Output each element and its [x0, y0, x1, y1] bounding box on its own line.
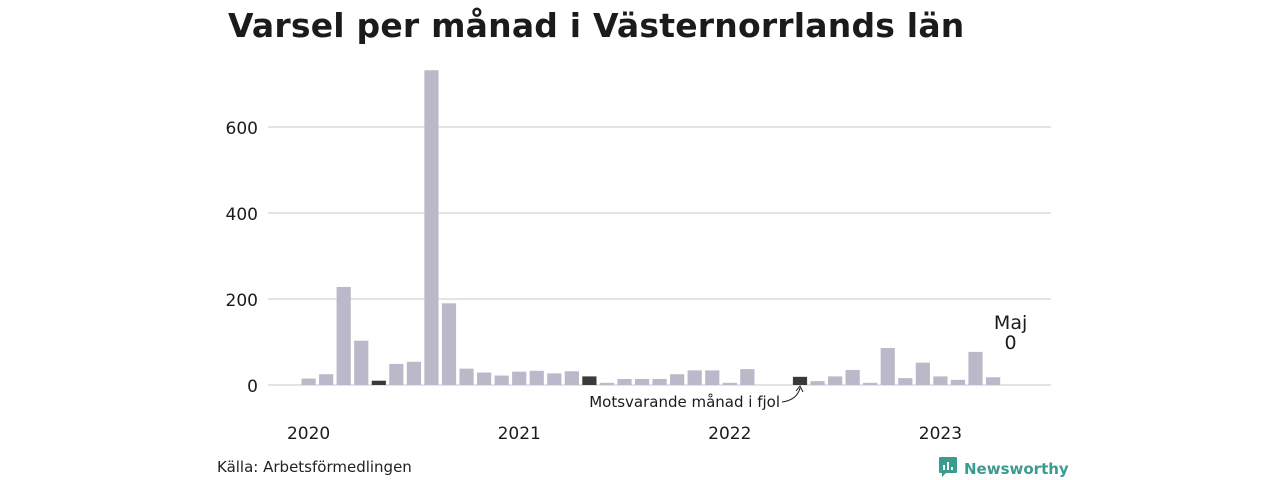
x-year-label-2021: 2021: [498, 424, 541, 444]
bar-39: [985, 377, 1001, 385]
bar-35: [915, 362, 930, 385]
bar-highlight-16: [582, 376, 597, 385]
bar-20: [652, 378, 667, 385]
bars-layer: [301, 70, 1001, 386]
bar-11: [494, 375, 509, 385]
bar-highlight-4: [371, 380, 386, 385]
y-tick-label-200: 200: [226, 291, 258, 311]
bar-1: [319, 374, 334, 385]
brand-name: Newsworthy: [964, 460, 1069, 478]
last-month-value: 0: [1005, 332, 1017, 354]
bar-9: [459, 368, 474, 385]
bar-23: [705, 370, 720, 385]
bar-33: [880, 348, 895, 385]
bar-15: [564, 371, 579, 385]
source-note: Källa: Arbetsförmedlingen: [217, 458, 412, 476]
brand-logo: Newsworthy: [938, 456, 1069, 480]
bar-38: [968, 351, 983, 385]
bar-10: [477, 372, 492, 385]
bar-13: [529, 370, 544, 385]
bar-7: [424, 70, 439, 386]
axis-layer: 0 200 400 600 2020 2021 2022 2023: [226, 119, 962, 444]
y-tick-label-0: 0: [247, 377, 258, 397]
bar-12: [512, 371, 527, 385]
grid-layer: [268, 126, 1051, 386]
x-year-label-2020: 2020: [287, 424, 330, 444]
bar-14: [547, 373, 562, 385]
bar-8: [441, 303, 457, 385]
x-year-label-2022: 2022: [708, 424, 751, 444]
bar-3: [354, 340, 369, 385]
y-tick-label-600: 600: [226, 119, 258, 139]
bar-37: [950, 379, 966, 385]
bar-34: [898, 378, 913, 385]
bar-2: [336, 286, 351, 385]
bar-0: [301, 378, 316, 385]
bar-24: [722, 382, 737, 385]
last-month-label: Maj: [994, 312, 1027, 334]
bar-29: [810, 381, 825, 385]
bar-5: [389, 363, 404, 385]
bar-18: [617, 378, 632, 385]
annotation-text: Motsvarande månad i fjol: [589, 393, 780, 411]
newsworthy-logo-icon: [938, 456, 958, 480]
bar-30: [828, 376, 843, 385]
bar-17: [599, 382, 615, 385]
bar-6: [406, 361, 421, 385]
y-tick-label-400: 400: [226, 205, 258, 225]
bar-19: [634, 378, 650, 385]
annotation-arrow: [781, 387, 801, 403]
annotation-arrowhead: [795, 385, 804, 393]
bar-25: [740, 369, 755, 385]
bar-21: [670, 374, 685, 385]
chart-title: Varsel per månad i Västernorrlands län: [228, 6, 965, 45]
bar-31: [845, 369, 860, 385]
bar-highlight-28: [792, 376, 808, 385]
bar-22: [687, 370, 702, 385]
x-year-label-2023: 2023: [919, 424, 962, 444]
bar-36: [933, 376, 948, 385]
bar-32: [863, 382, 878, 385]
